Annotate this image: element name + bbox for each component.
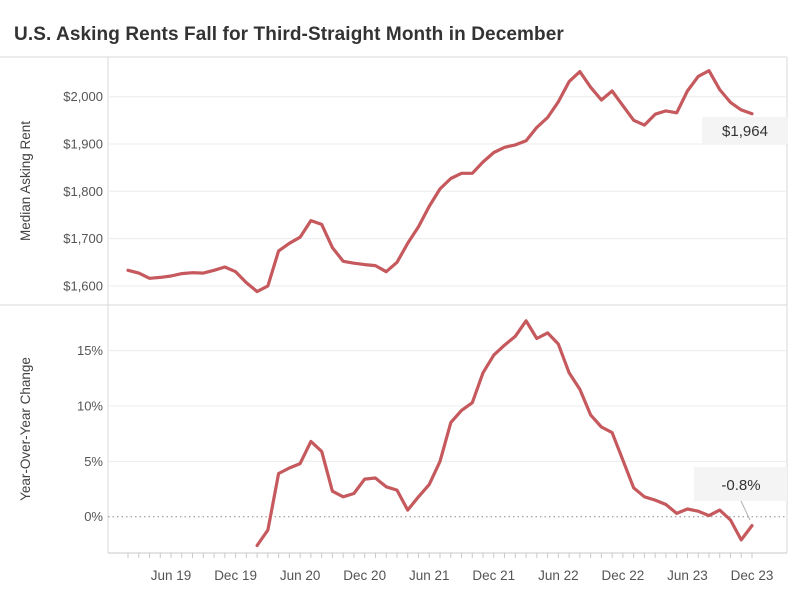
x-tick-label: Dec 22	[602, 568, 645, 583]
y-axis-title: Median Asking Rent	[18, 121, 33, 241]
x-tick-label: Dec 21	[472, 568, 515, 583]
end-label: $1,964	[722, 123, 768, 140]
y-tick-label: 0%	[84, 509, 103, 524]
y-tick-label: $2,000	[63, 89, 103, 104]
x-tick-label: Jun 23	[667, 568, 708, 583]
y-tick-label: $1,900	[63, 137, 103, 152]
x-tick-label: Dec 19	[214, 568, 257, 583]
x-tick-label: Jun 20	[280, 568, 321, 583]
x-tick-label: Jun 22	[538, 568, 579, 583]
end-label-box	[694, 467, 787, 501]
y-tick-label: 5%	[84, 454, 103, 469]
x-tick-label: Dec 20	[343, 568, 386, 583]
series-line-top	[126, 69, 754, 294]
y-tick-label: 10%	[77, 399, 103, 414]
y-tick-label: $1,800	[63, 184, 103, 199]
end-label-connector	[740, 500, 751, 521]
y-axis-title: Year-Over-Year Change	[18, 357, 33, 501]
y-tick-label: $1,600	[63, 278, 103, 293]
chart-title: U.S. Asking Rents Fall for Third-Straigh…	[14, 24, 564, 45]
x-tick-label: Jun 21	[409, 568, 450, 583]
series-line-bottom	[255, 319, 754, 548]
y-tick-label: 15%	[77, 343, 103, 358]
end-label: -0.8%	[721, 477, 760, 494]
end-label-box	[702, 117, 788, 144]
x-tick-label: Jun 19	[151, 568, 192, 583]
y-tick-label: $1,700	[63, 231, 103, 246]
x-tick-label: Dec 23	[731, 568, 774, 583]
